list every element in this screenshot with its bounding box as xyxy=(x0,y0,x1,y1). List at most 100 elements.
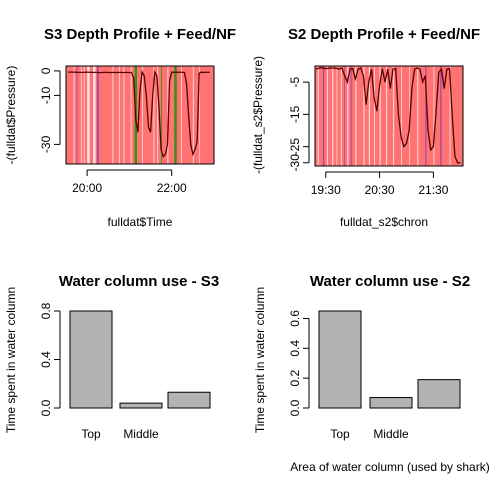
band-white-13 xyxy=(374,66,375,166)
y-tick-label: 0.4 xyxy=(288,340,302,357)
chart-title-s3-depth: S3 Depth Profile + Feed/NF xyxy=(44,26,236,43)
plot-frame-s2-depth xyxy=(314,65,464,167)
band-white-19 xyxy=(181,66,182,164)
y-tick-label: -15 xyxy=(288,105,302,123)
y-tick-label: -25 xyxy=(288,138,302,156)
y-tick-label: 0.0 xyxy=(39,399,53,416)
x-axis-label-s2-depth: fulldat_s2$chron xyxy=(340,215,428,229)
band-white-3 xyxy=(80,66,82,164)
band-blue-22 xyxy=(440,66,442,166)
band-white-4 xyxy=(83,66,85,164)
y-axis-label-s2-bars: Time spent in water column xyxy=(253,287,267,433)
bar-bottom xyxy=(417,379,461,409)
band-white-14 xyxy=(379,66,381,166)
chart-title-s2-depth: S2 Depth Profile + Feed/NF xyxy=(288,26,480,43)
band-white-8 xyxy=(112,66,114,164)
band-white-3 xyxy=(326,66,328,166)
x-tick-label: 22:00 xyxy=(157,181,187,195)
band-blue-2 xyxy=(323,66,325,166)
band-white-10 xyxy=(123,66,125,164)
depth-line-s2 xyxy=(315,66,461,164)
band-white-11 xyxy=(130,66,132,164)
band-white-19 xyxy=(417,66,419,166)
bars-s3 xyxy=(69,310,211,409)
band-blue-20 xyxy=(425,66,427,166)
x-axis-label-s3-depth: fulldat$Time xyxy=(108,215,173,229)
category-label: Top xyxy=(330,427,350,441)
band-white-15 xyxy=(157,66,159,164)
category-label: Middle xyxy=(123,427,159,441)
bars-s2 xyxy=(318,310,461,409)
y-axis-s3-depth: 0 -10 -30 xyxy=(39,67,61,153)
band-white-20 xyxy=(192,66,194,164)
y-axis-s2-bars: 0.0 0.2 0.4 0.6 xyxy=(288,310,310,416)
y-tick-label: -10 xyxy=(39,86,53,104)
y-tick-label: -30 xyxy=(39,135,53,153)
band-blue-7 xyxy=(97,66,99,164)
band-white-1 xyxy=(317,66,319,166)
panel-s3-depth: S3 Depth Profile + Feed/NF 20:00 22:00 0 -… xyxy=(4,26,236,229)
bar-top xyxy=(69,310,113,409)
category-label: Top xyxy=(81,427,101,441)
y-axis-label-s3-depth: -(fulldat$Pressure) xyxy=(4,66,18,165)
band-white-17 xyxy=(401,66,402,166)
x-axis-s2-depth: 19:30 20:30 21:30 xyxy=(311,171,449,197)
band-white-15 xyxy=(386,66,388,166)
band-blue-9 xyxy=(350,66,353,166)
x-tick-label: 19:30 xyxy=(311,183,341,197)
chart-title-s2-bars: Water column use - S2 xyxy=(310,273,470,290)
y-tick-label: 0 xyxy=(39,67,53,74)
band-white-6 xyxy=(340,66,342,166)
band-white-4 xyxy=(332,66,334,166)
panel-s3-bars: Water column use - S3 0.0 0.4 0.8 Top Middl… xyxy=(4,273,219,441)
depth-line-s3 xyxy=(68,69,210,159)
band-white-14 xyxy=(153,66,155,164)
band-blue-7 xyxy=(344,66,345,166)
y-tick-label: 0.8 xyxy=(39,302,53,319)
y-tick-label: 0.0 xyxy=(288,399,302,416)
band-white-1 xyxy=(73,66,75,164)
band-white-9 xyxy=(118,66,120,164)
y-tick-label: 0.2 xyxy=(288,369,302,386)
band-white-23 xyxy=(449,66,451,166)
x-tick-label: 21:30 xyxy=(418,183,448,197)
band-white-12 xyxy=(368,66,370,166)
panel-s2-bars: Water column use - S2 0.0 0.2 0.4 0.6 Top Mi… xyxy=(253,273,490,474)
bar-middle xyxy=(119,402,163,409)
x-tick-label: 20:30 xyxy=(365,183,395,197)
x-axis-s3-depth: 20:00 22:00 xyxy=(72,169,187,195)
band-white-5 xyxy=(87,66,90,164)
band-white-21 xyxy=(199,66,201,164)
band-white-13 xyxy=(142,66,143,164)
band-white-11 xyxy=(363,66,365,166)
y-tick-label: 0.6 xyxy=(288,310,302,327)
x-tick-label: 20:00 xyxy=(72,181,102,195)
y-tick-label: -30 xyxy=(288,154,302,172)
bar-middle xyxy=(369,397,413,409)
band-green-16 xyxy=(161,66,162,164)
panel-s2-depth: S2 Depth Profile + Feed/NF 19:30 20:30 21:… xyxy=(251,26,480,229)
x-categories-s2-bars: Top Middle xyxy=(330,427,409,441)
band-white-5 xyxy=(336,66,338,166)
y-axis-s2-depth: -5 -15 -25-30 xyxy=(288,76,310,172)
band-blue-2 xyxy=(76,66,78,164)
feed-nf-bands-s3 xyxy=(66,66,214,164)
chart-title-s3-bars: Water column use - S3 xyxy=(59,273,219,290)
y-axis-label-s2-depth: -(fulldat_s2$Pressure) xyxy=(251,56,265,174)
band-white-21 xyxy=(433,66,435,166)
bar-bottom xyxy=(167,391,211,409)
category-label: Middle xyxy=(373,427,409,441)
band-white-8 xyxy=(347,66,349,166)
x-axis-label-s2-bars: Area of water column (used by shark) xyxy=(290,460,489,474)
band-white-16 xyxy=(393,66,395,166)
plot-frame-s3-depth xyxy=(65,65,215,165)
band-white-6 xyxy=(93,66,96,164)
y-axis-label-s3-bars: Time spent in water column xyxy=(4,287,18,433)
y-axis-s3-bars: 0.0 0.4 0.8 xyxy=(39,302,61,416)
bar-top xyxy=(318,310,362,409)
y-tick-label: -5 xyxy=(288,76,302,87)
y-tick-label: 0.4 xyxy=(39,351,53,368)
band-white-10 xyxy=(355,66,357,166)
x-categories-s3-bars: Top Middle xyxy=(81,427,159,441)
